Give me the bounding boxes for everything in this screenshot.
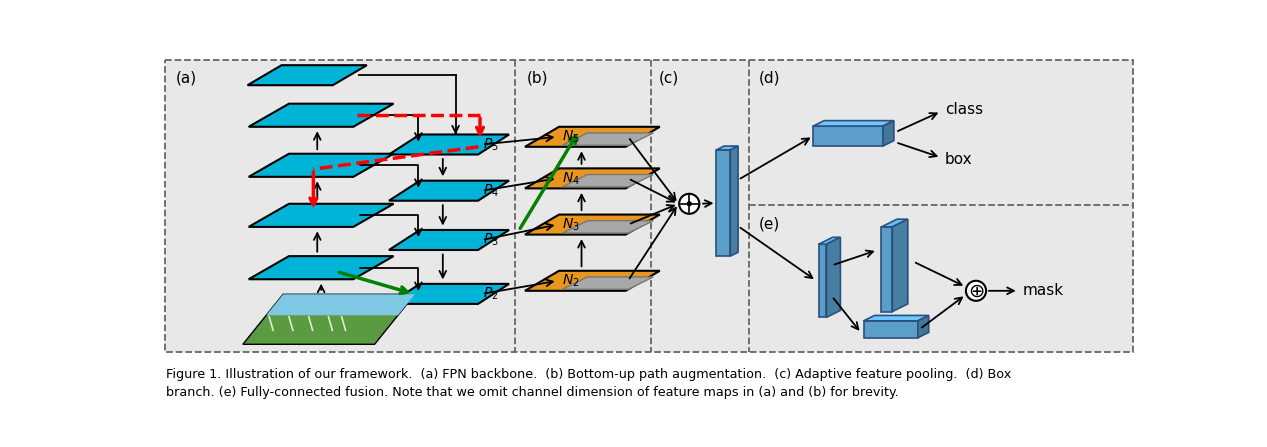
Text: (b): (b) [527, 71, 549, 85]
Polygon shape [266, 294, 414, 315]
Polygon shape [563, 133, 654, 145]
FancyBboxPatch shape [165, 60, 1133, 352]
Polygon shape [826, 237, 840, 317]
Text: mask: mask [1022, 283, 1063, 298]
Polygon shape [818, 237, 840, 244]
Polygon shape [882, 219, 907, 227]
Text: class: class [945, 101, 983, 117]
Polygon shape [248, 154, 394, 177]
Text: Figure 1. Illustration of our framework.  (a) FPN backbone.  (b) Bottom-up path : Figure 1. Illustration of our framework.… [166, 368, 1011, 399]
Polygon shape [525, 271, 660, 291]
Text: $\oplus$: $\oplus$ [968, 281, 984, 300]
Polygon shape [864, 321, 917, 338]
Text: $P_5$: $P_5$ [483, 136, 498, 153]
Text: $N_3$: $N_3$ [563, 216, 580, 233]
Polygon shape [864, 316, 929, 321]
Polygon shape [917, 316, 929, 338]
Text: (d): (d) [759, 71, 780, 85]
Text: $N_5$: $N_5$ [563, 129, 580, 145]
Polygon shape [883, 121, 893, 146]
Text: (a): (a) [175, 71, 196, 85]
Text: $P_2$: $P_2$ [483, 286, 498, 302]
Polygon shape [525, 169, 660, 188]
Circle shape [965, 281, 986, 301]
Polygon shape [389, 181, 509, 201]
Polygon shape [248, 104, 394, 127]
Text: box: box [945, 152, 973, 167]
Polygon shape [248, 204, 394, 227]
Text: $N_4$: $N_4$ [563, 170, 580, 186]
Polygon shape [389, 135, 509, 155]
Polygon shape [247, 65, 367, 85]
Polygon shape [892, 219, 907, 312]
Polygon shape [563, 277, 654, 289]
Text: $N_2$: $N_2$ [563, 273, 580, 289]
Polygon shape [818, 244, 826, 317]
Polygon shape [563, 221, 654, 233]
Circle shape [679, 194, 699, 214]
Polygon shape [243, 294, 414, 344]
Polygon shape [563, 174, 654, 187]
Circle shape [687, 202, 692, 206]
Text: (c): (c) [659, 71, 679, 85]
Text: $P_4$: $P_4$ [483, 182, 499, 199]
Polygon shape [813, 121, 893, 126]
Polygon shape [525, 215, 660, 235]
Polygon shape [389, 284, 509, 304]
Polygon shape [813, 126, 883, 146]
Polygon shape [730, 146, 739, 256]
Polygon shape [389, 230, 509, 250]
Text: (e): (e) [759, 217, 780, 232]
Polygon shape [716, 150, 730, 256]
Polygon shape [248, 256, 394, 279]
Polygon shape [716, 146, 739, 150]
Text: $P_3$: $P_3$ [483, 232, 498, 248]
Polygon shape [882, 227, 892, 312]
Polygon shape [525, 127, 660, 147]
